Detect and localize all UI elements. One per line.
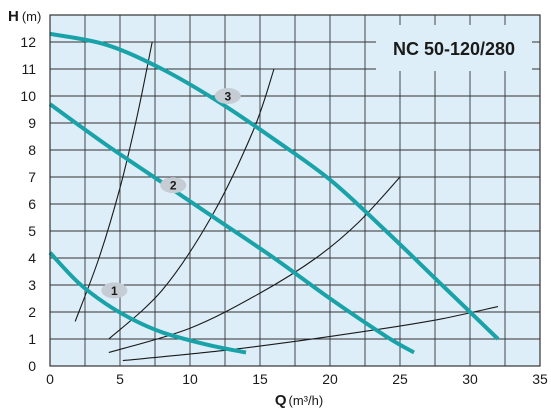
x-axis-symbol: Q [275,392,287,409]
y-tick-label: 0 [28,358,36,374]
chart-title: NC 50-120/280 [393,39,515,59]
y-tick-label: 5 [28,223,36,239]
y-tick-label: 10 [20,88,36,104]
x-tick-label: 0 [46,371,54,387]
title-box [376,25,532,71]
y-tick-label: 9 [28,115,36,131]
y-tick-label: 3 [28,277,36,293]
curve-badge-2 [160,177,187,194]
grid [50,15,540,366]
curve-label-1: 1 [111,284,118,298]
y-tick-label: 1 [28,331,36,347]
curve-label-2: 2 [170,179,177,193]
y-tick-label: 12 [20,34,36,50]
x-axis-unit: (m³/h) [289,393,324,408]
x-tick-label: 15 [252,371,268,387]
curve-badge-3 [214,88,241,104]
pump-curve-2 [48,102,415,355]
x-tick-label: 5 [116,371,124,387]
y-tick-label: 2 [28,304,36,320]
system-curve [74,41,153,322]
x-tick-label: 30 [462,371,478,387]
curve-labels: 1 2 3 [101,88,241,299]
pump-curve-1 [48,251,247,355]
x-tick-label: 20 [322,371,338,387]
pump-curve-3 [49,31,500,341]
x-tick-label: 25 [392,371,408,387]
y-tick-label: 6 [28,196,36,212]
x-tick-label: 10 [182,371,198,387]
y-axis-unit: (m) [22,9,42,24]
curve-label-3: 3 [224,90,231,104]
y-tick-label: 7 [28,169,36,185]
y-tick-label: 4 [28,250,36,266]
y-tick-label: 11 [21,61,36,77]
x-tick-label: 35 [532,371,548,387]
y-tick-label: 8 [28,142,36,158]
plot-frame [49,14,541,367]
y-axis-symbol: H [8,8,19,25]
system-curve [122,306,499,362]
y-axis-label: H (m) [8,8,41,25]
pump-curves [48,31,500,355]
curve-badge-1 [101,282,128,299]
x-axis-label: Q (m³/h) [275,392,323,409]
x-tick-labels: 0 5 10 15 20 25 30 35 [46,371,548,387]
